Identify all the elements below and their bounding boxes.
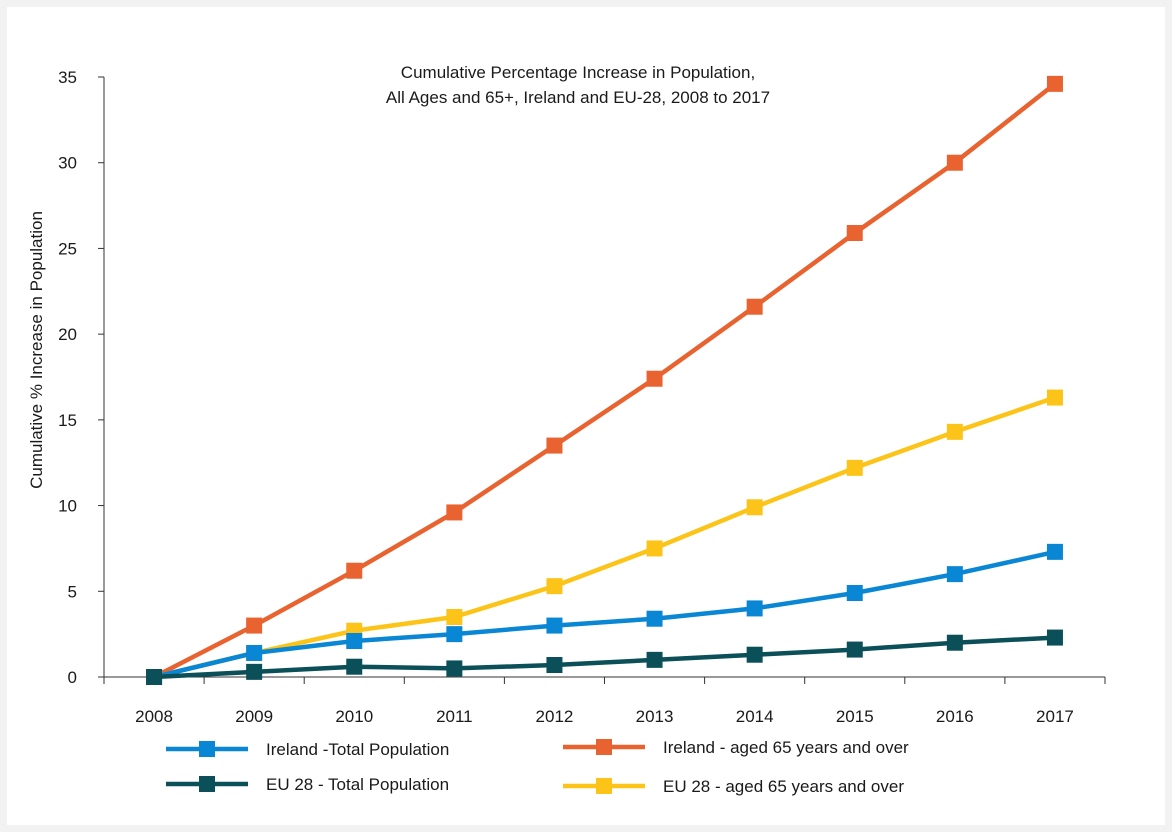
x-tick-label: 2010: [335, 707, 373, 726]
series-3: [146, 389, 1063, 685]
data-point: [246, 617, 263, 634]
data-point: [646, 610, 663, 627]
legend-label: EU 28 - Total Population: [266, 775, 449, 794]
data-point: [946, 423, 963, 440]
legend-swatch-marker: [596, 739, 612, 755]
chart-title-line-1: Cumulative Percentage Increase in Popula…: [401, 63, 755, 82]
data-point: [1046, 629, 1063, 646]
legend: Ireland -Total Population Ireland - aged …: [166, 738, 909, 796]
line-chart: Cumulative Percentage Increase in Popula…: [27, 63, 1106, 796]
series-line: [153, 635, 1056, 680]
x-axis: 2008 2009 2010 2011 2012 2013 2014 2015 2016 2017: [103, 677, 1106, 726]
legend-swatch-marker: [596, 778, 612, 794]
chart-title-line-2: All Ages and 65+, Ireland and EU-28, 200…: [386, 88, 770, 107]
legend-label: Ireland -Total Population: [266, 740, 449, 759]
series-line: [153, 82, 1057, 680]
data-point: [646, 651, 663, 668]
data-point: [146, 669, 163, 685]
data-point: [246, 645, 263, 661]
x-tick-label: 2014: [736, 707, 774, 726]
data-point: [1046, 75, 1063, 92]
legend-item: Ireland - aged 65 years and over: [563, 738, 909, 757]
data-point: [1046, 389, 1063, 406]
data-point: [446, 609, 463, 625]
series-line: [153, 395, 1056, 680]
x-tick-label: 2013: [636, 707, 674, 726]
data-point: [946, 154, 963, 171]
x-tick-label: 2017: [1036, 707, 1074, 726]
y-tick-label: 25: [58, 239, 77, 258]
legend-swatch-marker: [199, 776, 215, 792]
data-point: [546, 657, 563, 673]
data-point: [646, 370, 663, 387]
data-point: [1046, 543, 1063, 560]
data-point: [346, 633, 363, 649]
data-point: [846, 585, 863, 601]
y-axis: 0 5 10 15 20 25 30 35: [58, 68, 104, 687]
data-point: [446, 504, 463, 521]
data-point: [646, 540, 663, 557]
data-point: [746, 298, 763, 315]
data-point: [446, 660, 463, 677]
series-layer: [146, 75, 1063, 685]
y-tick-label: 0: [68, 668, 77, 687]
y-tick-label: 35: [58, 68, 77, 87]
legend-label: Ireland - aged 65 years and over: [663, 738, 909, 757]
legend-label: EU 28 - aged 65 years and over: [663, 777, 904, 796]
data-point: [746, 646, 763, 663]
legend-swatch-marker: [199, 741, 215, 757]
legend-item: EU 28 - Total Population: [166, 775, 449, 794]
data-point: [446, 626, 463, 643]
data-point: [746, 499, 763, 516]
y-axis-title: Cumulative % Increase in Population: [27, 211, 46, 489]
chart-title: Cumulative Percentage Increase in Popula…: [386, 63, 770, 107]
y-tick-label: 30: [58, 154, 77, 173]
data-point: [946, 634, 963, 651]
data-point: [846, 459, 863, 476]
x-tick-label: 2012: [536, 707, 574, 726]
x-tick-label: 2016: [936, 707, 974, 726]
series-line: [153, 549, 1056, 680]
data-point: [546, 437, 563, 454]
legend-item: EU 28 - aged 65 years and over: [563, 777, 904, 796]
y-tick-label: 20: [58, 325, 77, 344]
series-1: [146, 75, 1063, 685]
data-point: [346, 562, 363, 579]
x-tick-label: 2015: [836, 707, 874, 726]
x-tick-label: 2009: [235, 707, 273, 726]
series-2: [146, 629, 1063, 685]
data-point: [546, 617, 563, 634]
data-point: [346, 658, 363, 675]
x-tick-label: 2011: [436, 707, 473, 726]
y-tick-label: 10: [58, 497, 77, 516]
data-point: [546, 578, 563, 595]
y-tick-label: 15: [58, 411, 77, 430]
data-point: [846, 225, 863, 241]
data-point: [846, 641, 863, 658]
data-point: [246, 663, 263, 680]
legend-item: Ireland -Total Population: [166, 740, 449, 759]
x-tick-label: 2008: [135, 707, 173, 726]
y-tick-label: 5: [68, 582, 77, 601]
chart-frame: Cumulative Percentage Increase in Popula…: [7, 7, 1165, 825]
data-point: [746, 600, 763, 617]
data-point: [946, 566, 963, 583]
